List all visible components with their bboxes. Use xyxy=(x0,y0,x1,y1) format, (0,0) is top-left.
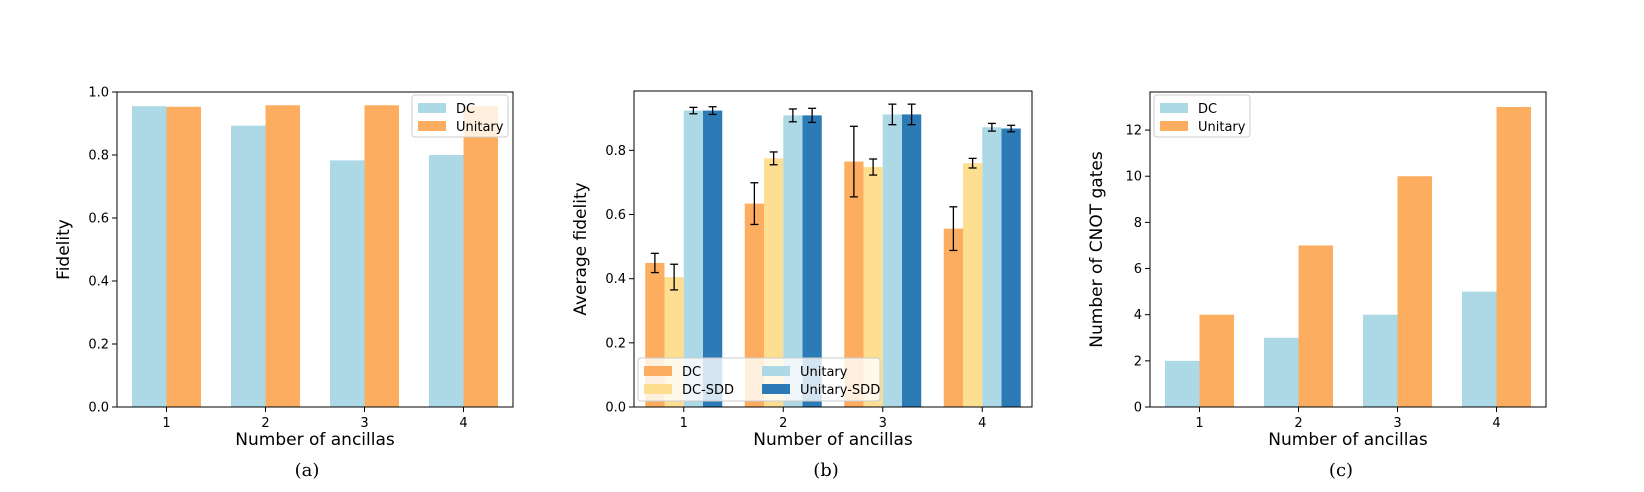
bar-dc-4 xyxy=(943,228,963,407)
legend-label-unitary: Unitary xyxy=(1198,120,1246,135)
bar-dc-sdd-4 xyxy=(963,163,983,407)
bar-unitary-sdd-1 xyxy=(703,110,723,407)
y-tick-label: 0.0 xyxy=(88,401,109,416)
legend: DC DC-SDD Unitary Unitary-SDD xyxy=(637,357,881,402)
plot-frame xyxy=(1149,91,1547,408)
legend-label-unitary: Unitary xyxy=(800,365,848,380)
caption: (a) xyxy=(295,460,320,481)
bar-dc-3 xyxy=(844,161,864,407)
legend-swatch-unitary-sdd xyxy=(762,384,790,394)
x-tick-label: 1 xyxy=(680,416,688,431)
legend-label-dc: DC xyxy=(1198,102,1217,117)
x-tick-label: 3 xyxy=(360,416,368,431)
bar-dc-4 xyxy=(1462,291,1497,407)
y-tick-label: 0.0 xyxy=(605,401,626,416)
bar-unitary-sdd-4 xyxy=(1001,128,1021,407)
legend-label-dc: DC xyxy=(682,365,701,380)
x-tick-label: 2 xyxy=(1294,416,1302,431)
y-axis-label: Fidelity xyxy=(54,219,74,280)
legend-label-dc-sdd: DC-SDD xyxy=(682,383,734,398)
y-tick-label: 8 xyxy=(1134,216,1142,231)
legend-swatch-dc xyxy=(644,366,672,376)
x-tick-label: 4 xyxy=(459,416,467,431)
x-tick-label: 2 xyxy=(779,416,787,431)
y-tick-label: 4 xyxy=(1134,308,1142,323)
y-tick-label: 0.6 xyxy=(88,212,109,227)
legend-box xyxy=(637,357,881,402)
bar-dc-3 xyxy=(330,160,365,407)
y-axis-label: Number of CNOT gates xyxy=(1087,151,1107,348)
bar-unitary-1 xyxy=(683,110,703,407)
bar-dc-4 xyxy=(429,155,464,407)
caption: (b) xyxy=(813,460,839,481)
x-tick-label: 4 xyxy=(978,416,986,431)
bar-dc-2 xyxy=(231,125,266,407)
bar-unitary-1 xyxy=(1199,314,1234,407)
plot-frame xyxy=(633,90,1033,408)
y-tick-label: 0.6 xyxy=(605,208,626,223)
bar-unitary-1 xyxy=(166,106,201,408)
bar-dc-1 xyxy=(1165,360,1200,407)
caption: (c) xyxy=(1329,460,1353,481)
y-tick-label: 6 xyxy=(1134,262,1142,277)
legend-swatch-dc-sdd xyxy=(644,384,672,394)
bar-unitary-2 xyxy=(265,105,300,407)
bar-unitary-sdd-3 xyxy=(902,114,922,408)
y-tick-label: 0.8 xyxy=(88,149,109,164)
x-tick-label: 1 xyxy=(1195,416,1203,431)
legend: DC Unitary xyxy=(411,94,509,138)
x-tick-label: 3 xyxy=(1393,416,1401,431)
bar-dc-3 xyxy=(1363,314,1398,407)
bar-unitary-4 xyxy=(1496,107,1531,407)
x-axis-label: Number of ancillas xyxy=(235,430,395,450)
legend-label-unitary: Unitary xyxy=(456,120,504,135)
x-tick-label: 3 xyxy=(879,416,887,431)
bar-dc-sdd-3 xyxy=(863,167,883,407)
x-tick-label: 4 xyxy=(1492,416,1500,431)
legend-label-unitary-sdd: Unitary-SDD xyxy=(800,383,880,398)
legend-swatch-unitary xyxy=(418,121,446,131)
legend-swatch-dc xyxy=(418,103,446,113)
bar-unitary-4 xyxy=(463,106,498,408)
legend-label-dc: DC xyxy=(456,102,475,117)
bar-unitary-sdd-2 xyxy=(802,115,822,408)
y-tick-label: 0 xyxy=(1134,401,1142,416)
x-axis-label: Number of ancillas xyxy=(1268,430,1428,450)
legend-swatch-dc xyxy=(1160,103,1188,113)
bar-dc-2 xyxy=(1264,337,1299,407)
y-tick-label: 0.8 xyxy=(605,144,626,159)
plot-frame xyxy=(116,91,514,408)
bar-unitary-2 xyxy=(783,115,803,408)
bar-unitary-2 xyxy=(1298,245,1333,407)
x-axis-label: Number of ancillas xyxy=(753,430,913,450)
bar-dc-2 xyxy=(744,203,764,407)
y-tick-label: 2 xyxy=(1134,354,1142,369)
y-tick-label: 0.4 xyxy=(88,275,109,290)
y-tick-label: 12 xyxy=(1125,124,1142,139)
bar-dc-1 xyxy=(132,106,167,408)
x-tick-label: 2 xyxy=(261,416,269,431)
y-tick-label: 1.0 xyxy=(88,86,109,101)
x-tick-label: 1 xyxy=(162,416,170,431)
chart-2: 0.0 0.2 0.4 0.6 0.8 1 2 3 4 Number of ancillas Ave… xyxy=(571,90,1033,481)
legend-swatch-unitary xyxy=(1160,121,1188,131)
legend-swatch-unitary xyxy=(762,366,790,376)
y-tick-label: 10 xyxy=(1125,170,1142,185)
y-tick-label: 0.4 xyxy=(605,272,626,287)
bar-unitary-3 xyxy=(882,114,902,408)
y-tick-label: 0.2 xyxy=(605,336,626,351)
chart-1: 0.0 0.2 0.4 0.6 0.8 1.0 1 2 3 4 Number of ancillas… xyxy=(54,86,514,481)
legend: DC Unitary xyxy=(1153,94,1251,138)
y-tick-label: 0.2 xyxy=(88,338,109,353)
bar-unitary-4 xyxy=(982,127,1002,408)
bar-dc-sdd-2 xyxy=(764,158,784,407)
y-axis-label: Average fidelity xyxy=(571,182,591,315)
bar-unitary-3 xyxy=(364,105,399,407)
bar-unitary-3 xyxy=(1397,176,1432,407)
